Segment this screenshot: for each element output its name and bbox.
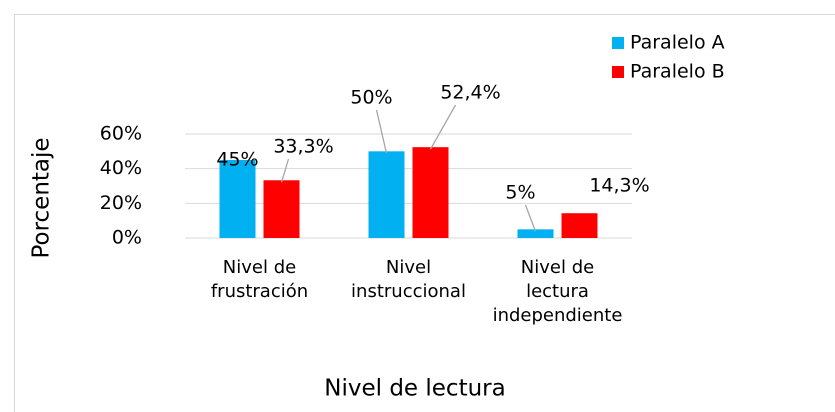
- bar: [219, 160, 256, 238]
- x-axis-title: Nivel de lectura: [324, 376, 505, 402]
- leader-line: [375, 109, 388, 154]
- data-label: 45%: [216, 149, 258, 171]
- data-label: 52,4%: [440, 82, 500, 104]
- bar: [412, 147, 449, 238]
- data-label: 5%: [505, 182, 535, 204]
- leader-line: [524, 204, 537, 232]
- legend-label: Paralelo B: [630, 61, 725, 83]
- data-label: 33,3%: [273, 136, 333, 158]
- y-tick-label: 20%: [100, 192, 142, 214]
- bar: [368, 151, 405, 238]
- data-label: 50%: [350, 87, 392, 109]
- bar: [517, 229, 554, 238]
- y-tick-label: 60%: [100, 123, 142, 145]
- x-tick-label: Nivel de frustración: [211, 257, 308, 302]
- x-tick-label: Nivel instruccional: [351, 257, 466, 302]
- bar: [561, 213, 598, 238]
- data-label: 14,3%: [589, 175, 649, 197]
- legend-swatch: [612, 66, 624, 78]
- x-tick-label: Nivel de lectura independiente: [493, 257, 623, 326]
- legend-swatch: [612, 37, 624, 49]
- y-axis-title: Porcentaje: [29, 137, 55, 258]
- leader-line: [429, 104, 457, 150]
- bar: [263, 180, 300, 238]
- leader-line: [280, 158, 290, 183]
- y-tick-label: 40%: [100, 157, 142, 179]
- y-tick-label: 0%: [112, 227, 142, 249]
- legend-label: Paralelo A: [630, 32, 725, 54]
